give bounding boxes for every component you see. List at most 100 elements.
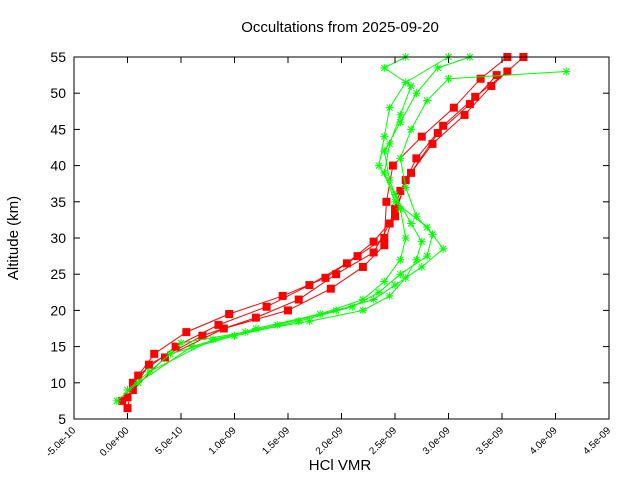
y-tick-label: 40 xyxy=(50,158,66,174)
data-point-star xyxy=(374,288,383,297)
data-point-star xyxy=(369,295,378,304)
data-point-star xyxy=(412,212,421,221)
y-tick-label: 35 xyxy=(50,194,66,210)
data-point-square xyxy=(417,132,426,141)
data-point-square xyxy=(460,110,469,119)
data-point-star xyxy=(358,306,367,315)
data-point-star xyxy=(401,234,410,242)
y-tick-label: 20 xyxy=(50,302,66,318)
data-point-square xyxy=(219,324,228,333)
data-point-square xyxy=(353,252,362,261)
data-point-square xyxy=(118,396,127,405)
data-point-square xyxy=(128,386,137,395)
data-point-square xyxy=(391,212,399,221)
data-point-square xyxy=(294,295,303,304)
data-point-star xyxy=(433,63,442,72)
data-point-star xyxy=(439,244,448,253)
data-point-star xyxy=(144,367,153,376)
data-point-star xyxy=(209,335,218,344)
data-point-star xyxy=(396,118,405,127)
data-point-square xyxy=(251,313,260,322)
data-point-square xyxy=(412,154,421,163)
data-point-star xyxy=(401,78,410,87)
data-point-star xyxy=(407,125,416,134)
data-point-square xyxy=(326,284,335,293)
y-tick-label: 15 xyxy=(50,339,66,355)
series-square xyxy=(123,67,512,402)
data-point-star xyxy=(396,154,405,163)
data-point-square xyxy=(471,92,480,101)
y-tick-label: 50 xyxy=(50,85,66,101)
data-point-star xyxy=(412,255,421,264)
data-point-star xyxy=(396,255,405,264)
data-point-star xyxy=(230,331,239,340)
data-point-square xyxy=(382,197,391,206)
y-tick-label: 30 xyxy=(50,230,66,246)
data-point-square xyxy=(225,310,234,319)
data-point-square xyxy=(123,404,132,413)
data-point-square xyxy=(262,302,271,311)
data-point-star xyxy=(134,378,143,387)
y-axis-label: Altitude (km) xyxy=(5,196,22,280)
data-point-star xyxy=(251,324,260,333)
series-line xyxy=(116,56,471,402)
data-point-square xyxy=(198,331,207,340)
data-point-star xyxy=(396,205,405,214)
data-point-star xyxy=(385,139,394,148)
data-point-star xyxy=(396,110,405,119)
data-point-star xyxy=(348,302,357,311)
data-point-star xyxy=(407,81,416,90)
data-point-star xyxy=(166,349,175,358)
data-point-square xyxy=(433,129,442,138)
data-point-square xyxy=(171,342,180,351)
data-point-star xyxy=(385,176,394,185)
data-point-star xyxy=(385,103,394,112)
data-point-star xyxy=(380,132,389,141)
data-point-star xyxy=(187,342,196,351)
y-tick-label: 55 xyxy=(50,49,66,65)
data-point-square xyxy=(391,205,399,214)
y-tick-label: 10 xyxy=(50,375,66,391)
data-point-square xyxy=(305,281,314,290)
data-point-square xyxy=(160,353,169,362)
data-point-square xyxy=(182,328,191,337)
data-point-square xyxy=(439,121,448,130)
series-line xyxy=(148,56,444,373)
data-point-square xyxy=(492,71,501,80)
data-point-star xyxy=(294,317,303,326)
data-point-star xyxy=(423,96,432,105)
data-point-star xyxy=(423,223,432,232)
data-point-square xyxy=(369,237,378,246)
data-point-square xyxy=(128,378,137,387)
data-point-star xyxy=(380,168,389,177)
data-point-star xyxy=(423,252,432,261)
data-point-square xyxy=(407,168,416,177)
series-square xyxy=(128,71,501,395)
series-square xyxy=(123,53,512,413)
data-point-star xyxy=(332,306,341,315)
data-point-star xyxy=(177,338,185,347)
data-point-square xyxy=(123,393,132,402)
data-point-star xyxy=(391,197,399,206)
data-point-square xyxy=(150,349,159,358)
data-point-star xyxy=(112,396,121,405)
data-point-square xyxy=(144,360,153,369)
data-point-star xyxy=(380,147,389,156)
data-point-star xyxy=(273,320,282,329)
data-point-star xyxy=(562,67,571,76)
data-point-square xyxy=(342,259,351,268)
data-point-star xyxy=(407,219,416,228)
y-tick-label: 25 xyxy=(50,266,66,282)
y-tick-label: 5 xyxy=(58,411,66,427)
data-point-square xyxy=(385,219,394,228)
data-point-square xyxy=(503,67,512,76)
data-point-star xyxy=(396,270,405,279)
data-point-star xyxy=(385,291,394,300)
data-point-star xyxy=(401,183,410,192)
data-point-star xyxy=(374,161,383,170)
data-point-star xyxy=(305,317,314,326)
plot-frame xyxy=(73,56,610,420)
data-point-square xyxy=(134,371,143,380)
